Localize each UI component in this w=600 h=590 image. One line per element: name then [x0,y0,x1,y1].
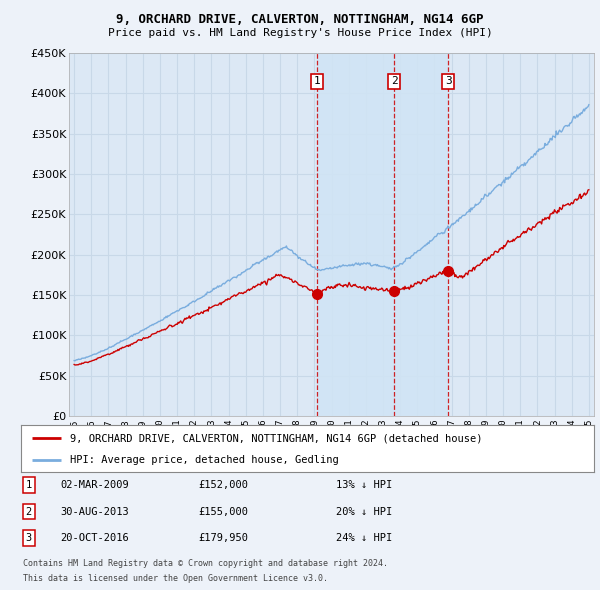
Text: 2: 2 [26,507,32,516]
Text: 30-AUG-2013: 30-AUG-2013 [60,507,129,516]
Text: 9, ORCHARD DRIVE, CALVERTON, NOTTINGHAM, NG14 6GP (detached house): 9, ORCHARD DRIVE, CALVERTON, NOTTINGHAM,… [70,433,482,443]
Text: £155,000: £155,000 [198,507,248,516]
Text: 1: 1 [314,76,320,86]
Text: HPI: Average price, detached house, Gedling: HPI: Average price, detached house, Gedl… [70,455,338,465]
Text: This data is licensed under the Open Government Licence v3.0.: This data is licensed under the Open Gov… [23,574,328,583]
Text: £152,000: £152,000 [198,480,248,490]
Text: 13% ↓ HPI: 13% ↓ HPI [336,480,392,490]
Text: 2: 2 [391,76,398,86]
Text: 20% ↓ HPI: 20% ↓ HPI [336,507,392,516]
Text: Contains HM Land Registry data © Crown copyright and database right 2024.: Contains HM Land Registry data © Crown c… [23,559,388,568]
Bar [317,53,448,416]
Text: 1: 1 [26,480,32,490]
Text: Price paid vs. HM Land Registry's House Price Index (HPI): Price paid vs. HM Land Registry's House … [107,28,493,38]
Text: 24% ↓ HPI: 24% ↓ HPI [336,533,392,543]
Text: 20-OCT-2016: 20-OCT-2016 [60,533,129,543]
Text: 3: 3 [26,533,32,543]
Text: 3: 3 [445,76,452,86]
Text: 9, ORCHARD DRIVE, CALVERTON, NOTTINGHAM, NG14 6GP: 9, ORCHARD DRIVE, CALVERTON, NOTTINGHAM,… [116,13,484,26]
Text: 02-MAR-2009: 02-MAR-2009 [60,480,129,490]
Text: £179,950: £179,950 [198,533,248,543]
